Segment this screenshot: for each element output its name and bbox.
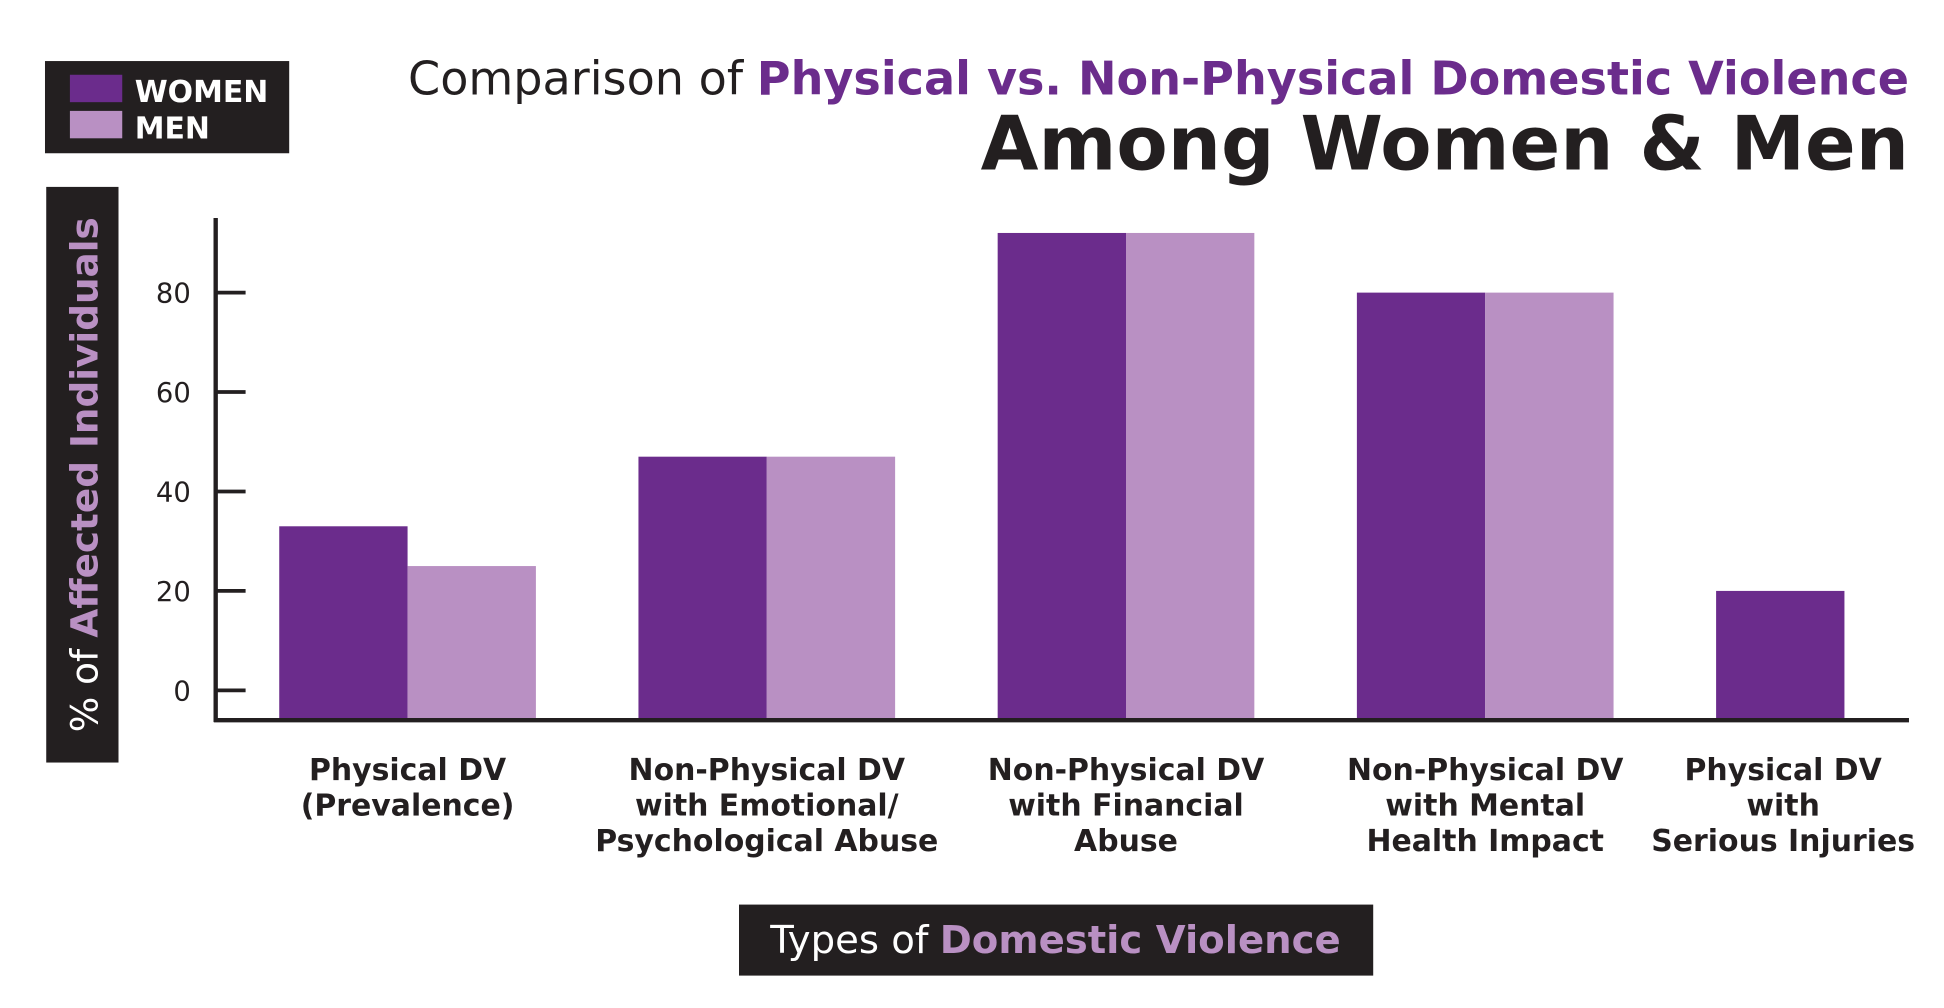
x-tick-label-line: Health Impact: [1366, 824, 1604, 859]
bar: [279, 526, 408, 721]
bar: [1126, 232, 1255, 721]
x-tick-label: Physical DV (Prevalence): [301, 753, 515, 824]
x-tick-label-line: Non-Physical DV: [988, 753, 1264, 788]
x-tick-label-line: Psychological Abuse: [595, 824, 938, 859]
legend-swatch: [69, 110, 123, 139]
bar: [638, 456, 767, 721]
y-label-box: [46, 186, 119, 763]
legend-swatch: [69, 74, 123, 103]
y-label-prefix: % of: [62, 648, 106, 732]
y-tick-label: 60: [156, 378, 191, 409]
x-tick-label-line: Physical DV: [1685, 753, 1882, 788]
y-tick-label: 20: [156, 577, 191, 608]
x-tick-label: Non-Physical DV with Mental Health Impact: [1347, 753, 1623, 859]
y-axis-label: % of Affected Individuals: [62, 217, 106, 732]
x-axis-label: Types of Domestic Violence: [769, 918, 1340, 963]
x-tick-label: Physical DV with Serious Injuries: [1651, 753, 1915, 859]
y-label-highlight: Affected Individuals: [62, 217, 106, 637]
bar: [1356, 292, 1486, 721]
x-tick-label-line: Non-Physical DV: [1347, 753, 1623, 788]
bar: [1716, 590, 1845, 721]
x-tick-label-line: with Emotional/: [635, 788, 899, 823]
chart-subtitle: Among Women & Men: [981, 100, 1909, 187]
bar: [1485, 292, 1614, 721]
bar: [997, 232, 1127, 721]
x-label-box: [739, 904, 1374, 976]
x-tick-label-line: Physical DV: [309, 753, 506, 788]
x-tick-label-line: Abuse: [1074, 824, 1178, 859]
y-tick-label: 0: [173, 676, 190, 707]
x-tick-label-line: with: [1746, 788, 1819, 823]
chart-title: Comparison of Physical vs. Non-Physical D…: [408, 52, 1909, 106]
legend-label: MEN: [135, 111, 210, 146]
x-tick-label-line: Serious Injuries: [1651, 824, 1915, 859]
x-tick-label-line: (Prevalence): [301, 788, 515, 823]
bar: [407, 566, 536, 721]
legend-label: WOMEN: [135, 75, 269, 110]
x-tick-label-line: with Financial: [1008, 788, 1244, 823]
x-label-highlight: Domestic Violence: [940, 918, 1341, 963]
x-label-prefix: Types of: [769, 918, 930, 963]
x-tick-label: Non-Physical DV with Financial Abuse: [988, 753, 1264, 859]
bar: [766, 456, 896, 721]
y-tick-label: 80: [156, 279, 191, 310]
title-highlight: Physical vs. Non-Physical Domestic Viole…: [757, 52, 1909, 106]
title-prefix: Comparison of: [408, 52, 745, 106]
x-tick-label-line: with Mental: [1385, 788, 1585, 823]
y-tick-label: 40: [156, 477, 191, 508]
x-tick-label-line: Non-Physical DV: [629, 753, 905, 788]
x-tick-label: Non-Physical DV with Emotional/Psychologi…: [595, 753, 938, 859]
